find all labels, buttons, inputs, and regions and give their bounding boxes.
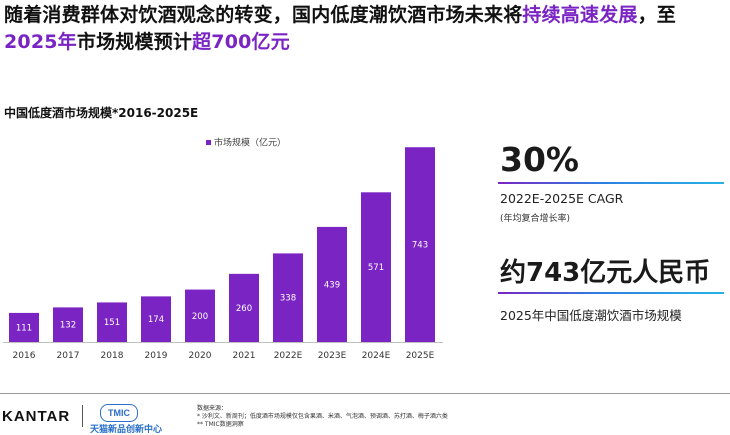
tick-label-2019: 2019 (145, 351, 168, 361)
bar-2024E (361, 192, 391, 342)
tick-label-2016: 2016 (13, 351, 36, 361)
bar-2016 (9, 312, 39, 342)
kpi-divider-2 (498, 292, 724, 294)
source-note: 数据来源： * 沙利文、新周刊；低度酒市场规模仅包含果酒、米酒、气泡酒、预调酒、… (197, 405, 448, 429)
data-label-2023E: 439 (324, 280, 340, 290)
source-line-2: ** TMIC数据洞察 (197, 421, 244, 428)
logo-separator (82, 405, 83, 427)
kpi-cagr-value: 30% (500, 140, 579, 179)
bar-2022E (273, 253, 303, 342)
data-label-2022E: 338 (280, 294, 296, 304)
tick-label-2023E: 2023E (318, 351, 347, 361)
tick-label-2020: 2020 (189, 351, 212, 361)
kpi-divider (498, 182, 724, 184)
headline: 随着消费群体对饮酒观念的转变，国内低度潮饮酒市场未来将持续高速发展，至 2025… (4, 2, 726, 56)
headline-line2-text: 市场规模预计 (76, 31, 193, 53)
data-label-2025E: 743 (412, 241, 428, 251)
data-label-2017: 132 (60, 321, 76, 331)
data-label-2020: 200 (192, 312, 208, 322)
bar-chart: 市场规模（亿元） 111 2016 132 2017 151 2018 174 2019 200 2… (9, 137, 435, 361)
chart-title: 中国低度酒市场规模*2016-2025E (4, 106, 199, 120)
headline-line1-text: 随着消费群体对饮酒观念的转变，国内低度潮饮酒市场未来将 (4, 4, 523, 26)
tick-label-2017: 2017 (57, 351, 80, 361)
tick-label-2021: 2021 (233, 351, 256, 361)
data-label-2016: 111 (16, 323, 32, 333)
data-label-2024E: 571 (368, 263, 384, 273)
tmic-logo-subtitle: 天猫新品创新中心 (90, 425, 163, 435)
kpi-cagr-sub: (年均复合增长率) (500, 214, 571, 224)
headline-highlight-value: 超700亿元 (192, 31, 290, 53)
bar-2023E (317, 226, 347, 342)
tick-label-2022E: 2022E (274, 351, 303, 361)
legend-label: 市场规模（亿元） (214, 137, 286, 149)
bar-2020 (185, 289, 215, 342)
kpi-market-value: 约743亿元人民币 (500, 258, 711, 288)
legend-swatch (206, 140, 211, 145)
bar-2018 (97, 302, 127, 342)
kpi-cagr-label: 2022E-2025E CAGR (500, 191, 624, 206)
bar-2017 (53, 307, 83, 342)
x-axis-line (3, 342, 443, 343)
data-label-2021: 260 (236, 304, 252, 314)
data-label-2019: 174 (148, 315, 164, 325)
tick-label-2018: 2018 (101, 351, 124, 361)
tick-label-2025E: 2025E (406, 351, 435, 361)
headline-line1-tail: ，至 (637, 4, 677, 26)
data-label-2018: 151 (104, 318, 120, 328)
tick-label-2024E: 2024E (362, 351, 391, 361)
bar-2019 (141, 296, 171, 342)
headline-highlight-year: 2025年 (4, 31, 77, 53)
bar-2025E (405, 147, 435, 342)
footer-rule (0, 393, 730, 394)
tmic-logo: TMIC (100, 404, 138, 422)
source-line-1: * 沙利文、新周刊；低度酒市场规模仅包含果酒、米酒、气泡酒、预调酒、苏打酒、梅子… (197, 413, 448, 420)
bar-2021 (229, 273, 259, 342)
source-title: 数据来源： (197, 405, 228, 412)
headline-highlight-growth: 持续高速发展 (522, 4, 638, 26)
kpi-market-label: 2025年中国低度潮饮酒市场规模 (500, 308, 682, 323)
kantar-logo: KANTAR (2, 408, 71, 425)
